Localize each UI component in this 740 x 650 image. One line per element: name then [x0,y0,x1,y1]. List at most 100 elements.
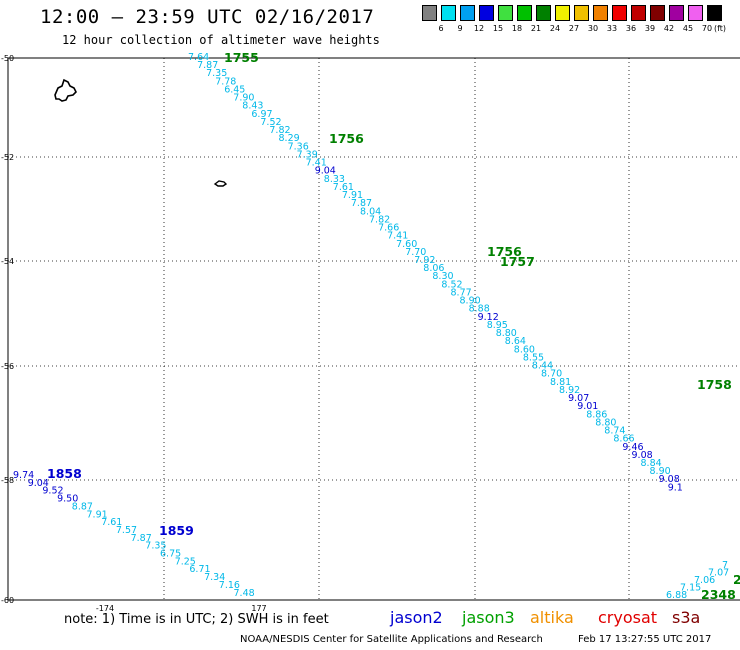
pass-time-label: 1859 [159,523,194,538]
wave-height-value: 6.71 [189,564,210,575]
wave-height-value: 7.06 [694,575,715,586]
legend-label: 42 [663,24,675,33]
legend-label: 39 [644,24,656,33]
latitude-label: -60 [1,596,14,605]
legend-swatch [517,5,532,21]
satellite-label-cryosat: cryosat [598,608,658,627]
wave-height-value: 7.25 [175,556,196,567]
legend-swatch [631,5,646,21]
legend-swatch [460,5,475,21]
legend-label: 27 [568,24,580,33]
wave-height-value: 7.82 [369,214,390,225]
wave-height-value: 8.44 [532,361,553,372]
wave-height-value: 9.74 [13,470,34,481]
wave-height-value: 7.91 [342,190,363,201]
wave-height-value: 8.84 [641,458,662,469]
wave-height-value: 7.35 [145,541,166,552]
latitude-label: -50 [1,54,14,63]
wave-height-value: 9.12 [478,312,499,323]
wave-height-value: 8.66 [613,434,634,445]
legend-swatch [669,5,684,21]
legend-label: 18 [511,24,523,33]
wave-height-value: 7.87 [351,198,372,209]
wave-height-value: 8.80 [496,328,517,339]
wave-height-value: 7.78 [215,76,236,87]
latitude-label: -58 [1,476,14,485]
legend-label: 36 [625,24,637,33]
legend-swatch [574,5,589,21]
legend-swatch [707,5,722,21]
wave-height-value: 7 [722,560,728,571]
wave-height-value: 7.16 [219,580,240,591]
pass-time-label: 1758 [697,377,732,392]
legend-label: 33 [606,24,618,33]
wave-height-value: 7.87 [131,533,152,544]
wave-height-value: 7.82 [269,125,290,136]
legend-label: 12 [473,24,485,33]
wave-height-value: 8.74 [604,426,625,437]
footer-credit: NOAA/NESDIS Center for Satellite Applica… [240,634,543,645]
wave-height-value: 7.41 [387,231,408,242]
wave-height-value: 7.39 [297,149,318,160]
map-subtitle: 12 hour collection of altimeter wave hei… [62,33,380,47]
wave-height-value: 7.35 [206,68,227,79]
wave-height-value: 8.55 [523,352,544,363]
wave-height-value: 8.87 [72,501,93,512]
wave-height-value: 8.29 [279,133,300,144]
wave-height-value: 9.52 [42,486,63,497]
pass-time-label: 1756 [329,131,364,146]
legend-swatch [422,5,437,21]
map-frame [7,57,740,601]
latitude-label: -52 [1,153,14,162]
wave-height-value: 8.86 [586,409,607,420]
wave-height-value: 9.04 [315,166,336,177]
wave-height-value: 7.15 [680,583,701,594]
legend-swatch [498,5,513,21]
wave-height-value: 9.08 [659,474,680,485]
legend-label: 24 [549,24,561,33]
wave-height-value: 7.64 [188,52,209,63]
legend-label: 45 [682,24,694,33]
wave-height-value: 8.43 [242,101,263,112]
wave-height-value: 9.07 [568,393,589,404]
wave-height-value: 7.91 [87,509,108,520]
legend-swatch [441,5,456,21]
wave-height-value: 7.36 [288,141,309,152]
legend-swatch [688,5,703,21]
island-small [213,180,228,187]
legend-label: 9 [457,24,463,33]
wave-height-value: 7.57 [116,525,137,536]
wave-height-value: 8.70 [541,369,562,380]
legend-swatch [612,5,627,21]
wave-height-value: 8.80 [595,417,616,428]
wave-height-value: 7.07 [708,568,729,579]
latitude-label: -56 [1,362,14,371]
wave-height-value: 7.70 [405,247,426,258]
wave-height-value: 8.81 [550,377,571,388]
wave-height-value: 9.50 [57,494,78,505]
wave-height-value: 7.61 [333,182,354,193]
wave-height-value: 8.92 [559,385,580,396]
legend-unit: (ft) [713,24,727,33]
wave-height-value: 9.08 [632,450,653,461]
map-title: 12:00 – 23:59 UTC 02/16/2017 [40,6,375,28]
wave-height-value: 7.41 [306,158,327,169]
legend-swatch [479,5,494,21]
wave-height-value: 7.48 [234,588,255,599]
wave-height-value: 9.46 [622,442,643,453]
satellite-label-jason2: jason2 [390,608,443,627]
pass-time-label: 1757 [500,254,535,269]
legend-swatch [536,5,551,21]
legend-label: 6 [438,24,444,33]
longitude-label: 177 [251,604,266,613]
legend-label: 70 [701,24,713,33]
wave-height-value: 8.60 [514,344,535,355]
island-campbell [54,78,77,102]
wave-height-value: 7.34 [204,572,225,583]
wave-height-value: 7.66 [378,223,399,234]
legend-label: 30 [587,24,599,33]
wave-height-value: 7.90 [233,93,254,104]
wave-height-value: 8.95 [487,320,508,331]
satellite-label-jason3: jason3 [462,608,515,627]
